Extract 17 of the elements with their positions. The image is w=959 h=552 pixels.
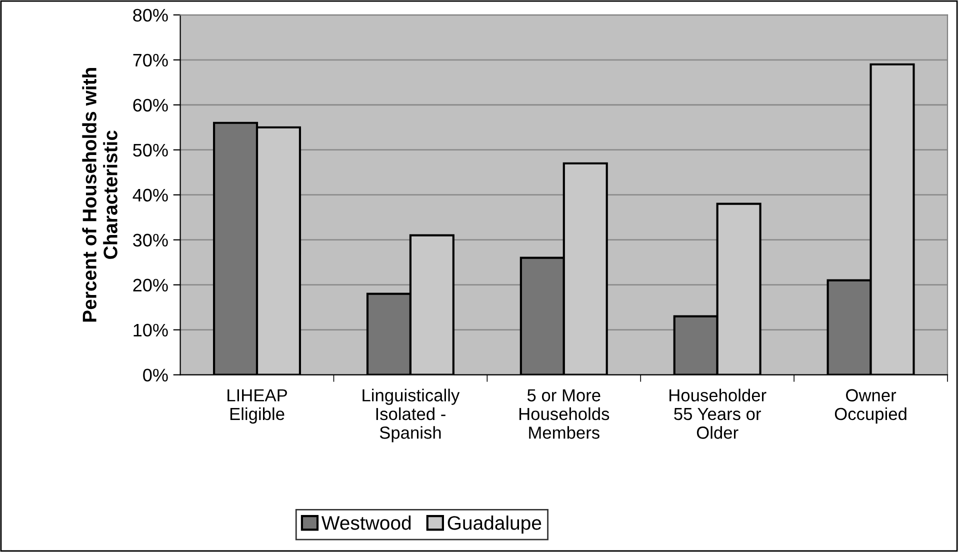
y-axis-title: Percent of Households with Characteristic bbox=[82, 68, 118, 322]
y-tick-label: 0% bbox=[143, 368, 168, 382]
x-tick-label: LIHEAP Eligible bbox=[228, 389, 287, 424]
y-tick-label: 30% bbox=[133, 234, 168, 247]
x-tick-label: Householder 55 Years or Older bbox=[670, 388, 766, 439]
y-tick-label: 80% bbox=[133, 8, 168, 22]
y-tick-label: 70% bbox=[133, 54, 168, 67]
y-tick-label: 10% bbox=[134, 324, 168, 337]
x-tick-label: 5 or More Households Members bbox=[519, 389, 610, 439]
legend-label: Guadalupe bbox=[448, 516, 542, 534]
y-tick-label: 60% bbox=[133, 98, 168, 112]
y-tick-label: 40% bbox=[132, 188, 168, 202]
y-tick-label: 20% bbox=[133, 278, 168, 292]
x-tick-label: Linguistically Isolated - Spanish bbox=[362, 388, 460, 442]
legend-label: Westwood bbox=[321, 516, 411, 530]
x-tick-label: Owner Occupied bbox=[834, 389, 906, 424]
y-tick-label: 50% bbox=[133, 144, 168, 157]
